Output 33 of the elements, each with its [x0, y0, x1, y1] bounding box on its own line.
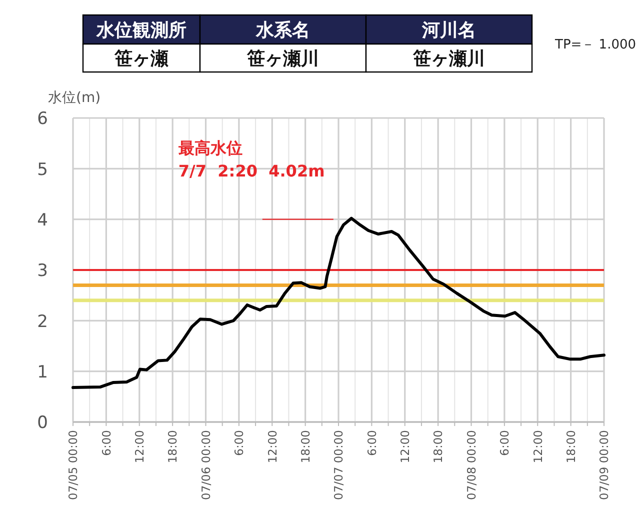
x-tick-label: 6:00 — [498, 430, 512, 456]
x-tick-label: 18:00 — [564, 430, 578, 464]
x-tick-label: 07/09 00:00 — [597, 430, 612, 500]
x-tick-label: 12:00 — [132, 430, 147, 464]
x-tick-label: 18:00 — [298, 430, 312, 464]
x-tick-label: 6:00 — [99, 430, 114, 456]
y-tick-label: 6 — [37, 109, 48, 130]
y-tick-label: 2 — [37, 312, 48, 332]
x-tick-label: 18:00 — [166, 430, 180, 464]
x-tick-label: 07/05 00:00 — [66, 430, 80, 500]
x-tick-label: 6:00 — [232, 430, 246, 456]
y-tick-label: 3 — [37, 261, 48, 282]
x-tick-label: 07/06 00:00 — [198, 430, 213, 500]
text: 水位観測所 — [96, 20, 186, 41]
text: 笹ヶ瀬川 — [246, 48, 319, 70]
annotation: 最高水位 7/7 2:20 4.02m — [177, 138, 325, 180]
x-tick-label: 18:00 — [431, 430, 446, 464]
text: TP=－ 1.000 — [554, 38, 636, 53]
x-tick-label: 6:00 — [364, 430, 379, 456]
text: 笹ヶ瀬 — [114, 48, 168, 70]
text: 河川名 — [421, 20, 476, 41]
x-tick-label: 07/07 00:00 — [332, 430, 346, 500]
x-tick-label: 12:00 — [530, 430, 545, 464]
text: 水系名 — [255, 20, 310, 41]
y-tick-label: 5 — [37, 160, 48, 180]
text: 笹ヶ瀬川 — [412, 48, 485, 70]
x-tick-label: 07/08 00:00 — [464, 430, 478, 500]
y-tick-label: 4 — [37, 210, 48, 230]
x-tick-label: 12:00 — [265, 430, 280, 464]
y-tick-label: 1 — [37, 362, 48, 382]
y-tick-label: 0 — [37, 413, 48, 434]
x-tick-label: 12:00 — [398, 430, 412, 464]
y-axis-title: 水位(m) — [48, 90, 101, 106]
